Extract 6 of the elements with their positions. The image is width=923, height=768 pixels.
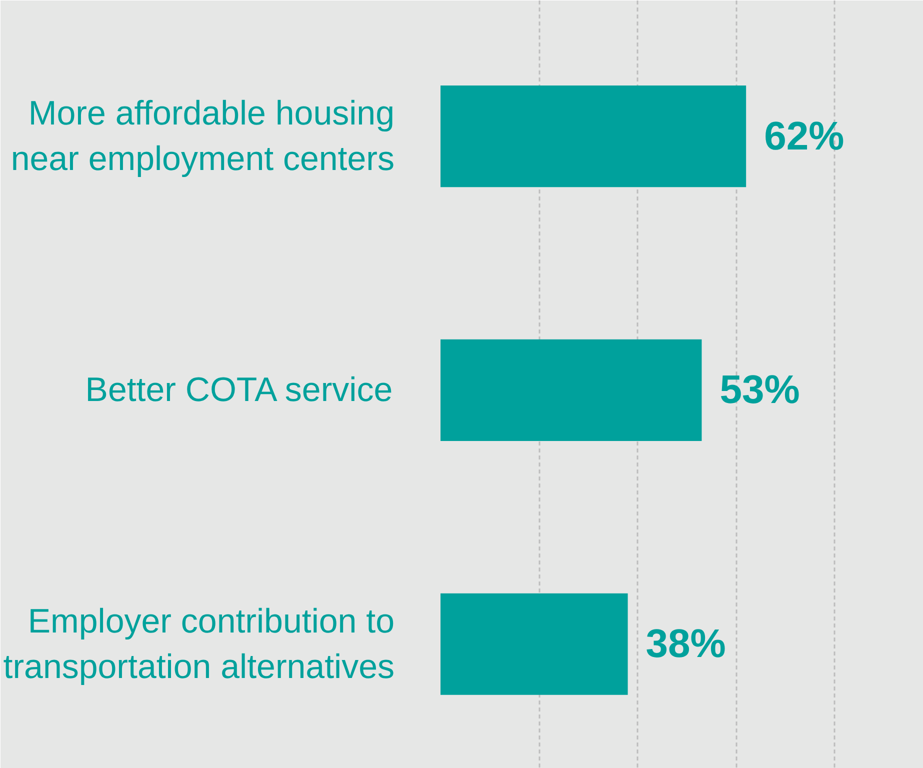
data-label: 38% xyxy=(646,622,726,666)
y-tick-label: Better COTA service xyxy=(85,371,393,410)
y-tick-label: Employer contribution to transportation alternatives xyxy=(3,602,395,686)
data-label: 62% xyxy=(764,114,844,158)
data-label: 53% xyxy=(720,368,800,412)
y-tick-label: More affordable housing near employment centers xyxy=(10,94,395,178)
